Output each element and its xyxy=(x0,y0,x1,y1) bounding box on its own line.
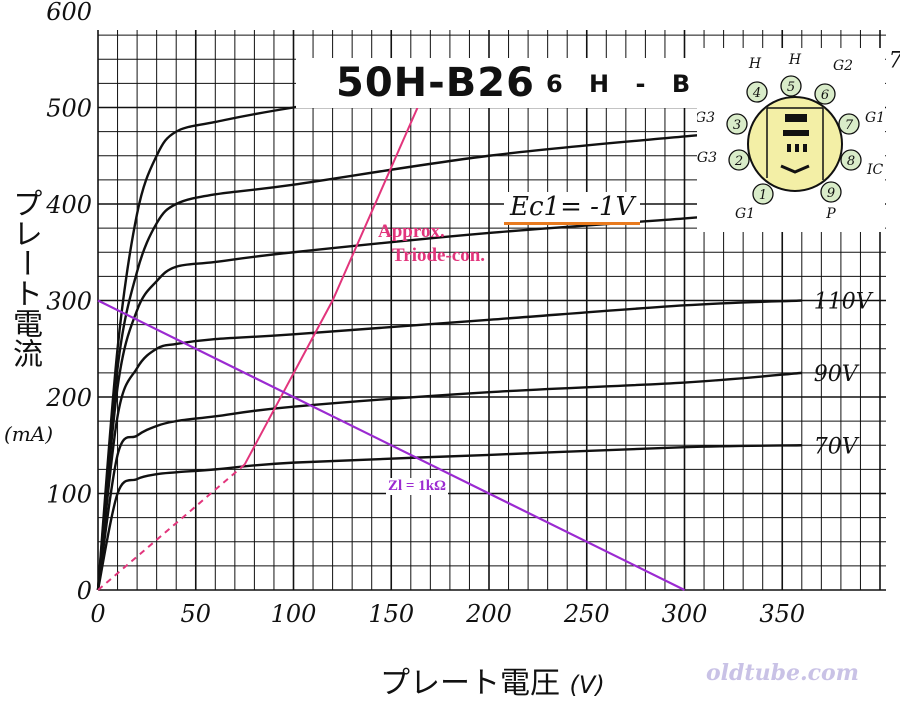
pin-circle xyxy=(814,83,836,105)
pin-circle xyxy=(752,183,774,205)
triode-connection-label: Approx. Triode-con. xyxy=(378,221,486,266)
pin-number: 6 xyxy=(821,88,829,103)
curve-label: 70V xyxy=(814,434,860,459)
pin-circle xyxy=(746,81,768,103)
triode-line xyxy=(243,78,432,466)
pin-label: H xyxy=(788,52,802,68)
pin-circle xyxy=(820,181,842,203)
pin-circle xyxy=(726,113,748,135)
pin-label: K G3 xyxy=(697,150,717,166)
pin-label: H xyxy=(748,56,762,72)
y-tick-label: 100 xyxy=(46,481,92,509)
pin-number: 4 xyxy=(752,86,761,101)
pin-circle xyxy=(838,113,860,135)
pin-circle xyxy=(780,75,802,97)
y-axis-unit: (mA) xyxy=(4,422,54,446)
x-tick-label: 0 xyxy=(90,600,105,628)
pin-number: 1 xyxy=(759,188,767,203)
triode-line-dashed xyxy=(97,463,246,591)
g1-bias-label: Ec1= -1V xyxy=(504,192,641,225)
x-tick-label: 250 xyxy=(563,600,610,628)
overlay-lines xyxy=(97,78,685,591)
y-tick-label: 300 xyxy=(46,288,92,316)
x-tick-label: 100 xyxy=(271,600,317,628)
x-tick-label: 200 xyxy=(465,600,512,628)
title-box xyxy=(296,58,700,108)
plate-curve xyxy=(96,125,802,591)
load-line xyxy=(97,299,685,591)
plate-curve xyxy=(96,444,802,591)
pin-label: G1 xyxy=(865,110,885,126)
pin-number: 2 xyxy=(734,154,743,169)
curve-label: 110V xyxy=(814,290,874,315)
pin-number: 5 xyxy=(787,80,795,95)
pin-label: IC xyxy=(866,162,884,178)
axis-ticks: 0 50 100 150 200 250 300 350 0 100 200 300 400 500 600 xyxy=(45,0,805,628)
x-tick-label: 150 xyxy=(368,600,414,628)
y-tick-label: 500 xyxy=(46,95,92,123)
pin-circle xyxy=(840,149,862,171)
x-tick-label: 300 xyxy=(662,600,708,628)
pin-number: 8 xyxy=(847,154,855,169)
curve-label: 90V xyxy=(814,362,860,387)
x-axis-label: プレート電圧 (V) xyxy=(380,666,605,701)
pin-number: 7 xyxy=(845,118,854,133)
pin-circle xyxy=(728,149,750,171)
pin-label: P xyxy=(825,206,836,222)
y-tick-label: 400 xyxy=(45,191,92,219)
y-tick-label: 0 xyxy=(77,577,92,605)
y-axis-label: プレート電流 xyxy=(7,188,42,368)
tube-title: 50H-B26 xyxy=(336,60,535,106)
pin-label: K G3 xyxy=(697,110,715,126)
base-diagram-icon: 1 G1 2 K G3 3 K G3 4 H 5 H 6 G2 7 G1 8 IC 9 P xyxy=(679,52,885,222)
pin-label: G2 xyxy=(833,58,853,74)
pin-number: 9 xyxy=(827,186,835,201)
pin-diagram: 1 G1 2 K G3 3 K G3 4 H 5 H 6 G2 7 G1 8 IC 9 P xyxy=(679,48,885,232)
x-tick-label: 350 xyxy=(759,600,805,628)
chart-grid xyxy=(97,30,886,591)
pin-number: 3 xyxy=(733,118,741,133)
pin-label: G1 xyxy=(735,206,755,222)
plate-curve xyxy=(96,371,802,591)
watermark: oldtube.com xyxy=(706,660,859,686)
plate-curve xyxy=(96,299,802,591)
x-tick-label: 50 xyxy=(180,600,211,628)
y-tick-label: 200 xyxy=(45,384,92,412)
y-tick-label: 600 xyxy=(46,0,92,26)
load-line-label: Zl = 1kΩ xyxy=(386,478,449,495)
